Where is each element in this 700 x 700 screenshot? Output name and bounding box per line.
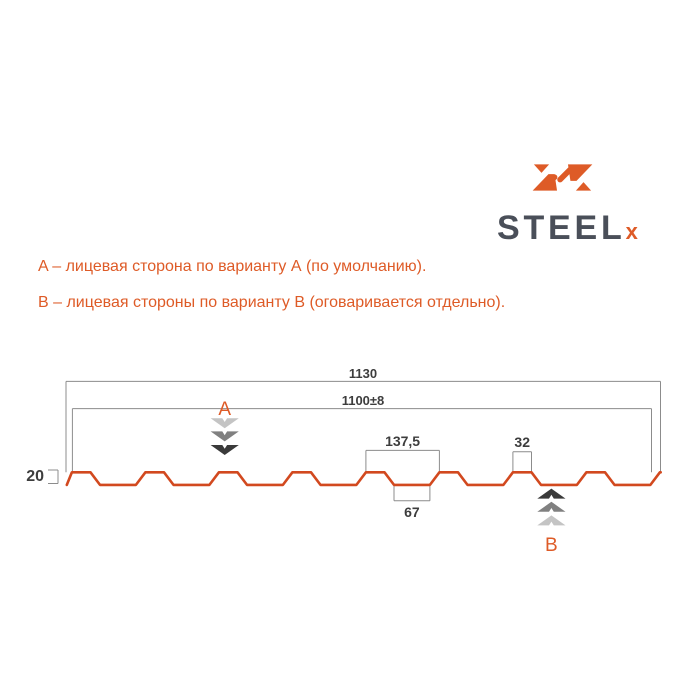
svg-text:32: 32 xyxy=(514,434,530,450)
svg-text:B: B xyxy=(545,535,558,556)
svg-text:A: A xyxy=(218,399,231,420)
svg-text:20: 20 xyxy=(26,468,44,485)
svg-text:137,5: 137,5 xyxy=(385,433,420,449)
svg-text:67: 67 xyxy=(404,504,420,520)
svg-text:1100±8: 1100±8 xyxy=(342,393,385,408)
svg-text:1130: 1130 xyxy=(349,366,377,381)
